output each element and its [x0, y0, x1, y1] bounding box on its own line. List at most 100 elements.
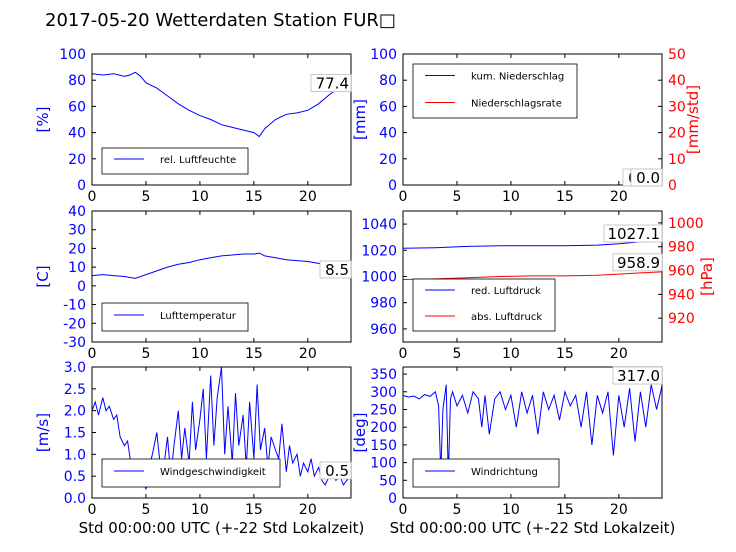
y-tick-label: 1020	[361, 243, 397, 259]
series-line-winddir-0	[403, 384, 662, 477]
y-tick-label-right: 1000	[668, 216, 704, 232]
y-tick-label: 40	[68, 204, 86, 220]
last-value-label-2: 958.9	[617, 254, 660, 272]
legend-label: Windrichtung	[471, 467, 538, 478]
y-tick-label-right: 980	[668, 240, 695, 256]
y-axis-label-right: [hPa]	[698, 257, 716, 296]
y-tick-label: 30	[68, 223, 86, 239]
x-tick-label: 5	[141, 189, 150, 205]
legend-label: Windgeschwindigkeit	[160, 467, 266, 478]
x-tick-label: 10	[502, 502, 520, 518]
last-value-label: 317.0	[617, 367, 660, 385]
x-tick-label: 0	[399, 502, 408, 518]
plot-frame	[402, 53, 663, 186]
series-line-pressure-1	[403, 271, 662, 280]
legend-label: rel. Luftfeuchte	[160, 155, 236, 166]
legend-label: Niederschlagsrate	[471, 99, 562, 110]
legend: kum. Niederschlag Niederschlagsrate	[412, 63, 578, 119]
x-tick-label: 15	[245, 189, 263, 205]
y-tick-label: 40	[68, 126, 86, 142]
x-tick-label: 20	[610, 189, 628, 205]
y-tick-label: 20	[68, 152, 86, 168]
figure-title: 2017-05-20 Wetterdaten Station FUR□	[45, 10, 396, 31]
x-tick-label: 20	[610, 346, 628, 362]
y-axis-label: [mm]	[351, 99, 369, 140]
y-tick-label: 50	[379, 473, 397, 489]
last-value-label: 77.4	[316, 75, 349, 93]
y-tick-label: 80	[68, 73, 86, 89]
y-axis-label-right: [mm/std]	[684, 85, 702, 154]
x-tick-label: 0	[88, 346, 97, 362]
y-tick-label: 0	[388, 178, 397, 194]
last-value-label-2: 0.0	[636, 169, 660, 187]
y-axis-label: [m/s]	[34, 413, 52, 452]
chart-humidity: 0 5 10 15 20 0 20 40 60 80 100 [%] rel. Luftfeuchte 7…	[34, 47, 352, 205]
y-tick-label-right: 10	[668, 152, 686, 168]
x-tick-label: 20	[299, 346, 317, 362]
y-tick-label: 3.0	[64, 360, 86, 376]
x-tick-label: 10	[502, 189, 520, 205]
y-tick-label-right: 40	[668, 73, 686, 89]
x-tick-label: 20	[299, 502, 317, 518]
x-tick-label: 0	[88, 189, 97, 205]
y-tick-label-right: 0	[668, 178, 677, 194]
x-tick-label: 10	[191, 189, 209, 205]
legend-box	[101, 458, 281, 488]
y-tick-label: 0	[388, 491, 397, 507]
y-tick-label: 1000	[361, 270, 397, 286]
y-tick-label: 100	[370, 456, 397, 472]
y-tick-label: 60	[68, 99, 86, 115]
y-tick-label: 80	[379, 73, 397, 89]
x-tick-label: 5	[141, 346, 150, 362]
series-line-temperature-0	[92, 252, 351, 279]
last-value-label-box	[603, 224, 663, 243]
legend: rel. Luftfeuchte	[101, 147, 249, 175]
y-tick-label-right: 960	[668, 264, 695, 280]
y-tick-label: 200	[370, 420, 397, 436]
y-tick-label: 1.0	[64, 447, 86, 463]
y-tick-label-right: 50	[668, 47, 686, 63]
last-value-label-box	[319, 260, 352, 279]
legend-box	[101, 302, 249, 332]
y-tick-label-right: 920	[668, 311, 695, 327]
y-axis-label: [deg]	[351, 413, 369, 453]
y-tick-label: -30	[63, 335, 86, 351]
x-tick-label: 5	[452, 502, 461, 518]
y-tick-label: 10	[68, 260, 86, 276]
last-value-label: 8.5	[325, 261, 349, 279]
legend-label: red. Luftdruck	[471, 286, 541, 297]
y-tick-label: 40	[379, 126, 397, 142]
y-axis-label: [%]	[34, 107, 52, 133]
chart-precip: 0 5 10 15 20 0 20 40 60 80 100 0 10 20 30 40 50 [mm] [mm/s…	[351, 47, 702, 205]
legend: Windgeschwindigkeit	[101, 458, 281, 488]
x-tick-label: 15	[556, 502, 574, 518]
y-tick-label: 1040	[361, 217, 397, 233]
legend-label: Lufttemperatur	[160, 311, 237, 322]
y-tick-label: 100	[370, 47, 397, 63]
last-value-label: 1027.1	[608, 225, 661, 243]
x-tick-label: 10	[191, 346, 209, 362]
series-line-pressure-0	[403, 240, 662, 249]
y-tick-label: 60	[379, 99, 397, 115]
y-tick-label-right: 940	[668, 287, 695, 303]
y-tick-label: 0.5	[64, 469, 86, 485]
x-tick-label: 0	[399, 189, 408, 205]
legend-label: kum. Niederschlag	[471, 72, 564, 83]
x-tick-label: 0	[399, 346, 408, 362]
last-value-label-box	[319, 461, 352, 480]
x-axis-label: Std 00:00:00 UTC (+-22 Std Lokalzeit)	[390, 519, 676, 537]
legend: Lufttemperatur	[101, 302, 249, 332]
y-tick-label: 0	[77, 279, 86, 295]
legend: red. Luftdruck abs. Luftdruck	[412, 278, 556, 332]
y-tick-label: 2.0	[64, 404, 86, 420]
chart-windspeed: 0 5 10 15 20 0.0 0.5 1.0 1.5 2.0 2.5 3.0 [m/s] Std 00…	[34, 360, 364, 537]
plot-frame	[91, 53, 352, 186]
y-tick-label: 0	[77, 178, 86, 194]
x-tick-label: 15	[556, 346, 574, 362]
y-tick-label: 300	[370, 385, 397, 401]
y-tick-label: 980	[370, 296, 397, 312]
x-tick-label: 5	[452, 189, 461, 205]
x-tick-label: 5	[141, 502, 150, 518]
